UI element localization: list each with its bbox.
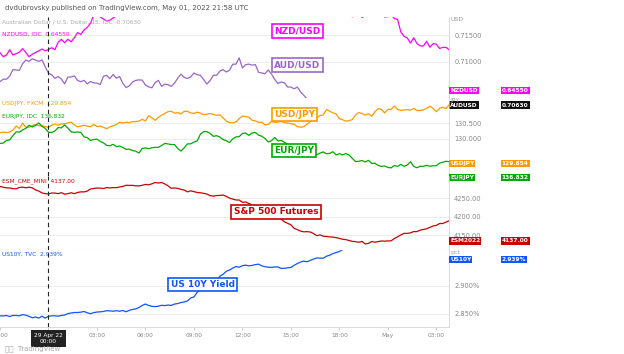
Text: USD: USD (450, 17, 464, 22)
Text: US 10Y Yield: US 10Y Yield (171, 280, 235, 289)
Text: USDJPY, FXCM  129.854: USDJPY, FXCM 129.854 (2, 101, 72, 106)
Text: USDJPY: USDJPY (450, 161, 474, 166)
Text: EURJPY, IDC  136.832: EURJPY, IDC 136.832 (2, 114, 65, 119)
Text: 136.832: 136.832 (502, 175, 529, 180)
Text: 129.854: 129.854 (502, 161, 529, 166)
Text: EUR/JPY: EUR/JPY (274, 146, 314, 155)
Text: NZD/USD: NZD/USD (274, 26, 320, 35)
Text: 4137.00: 4137.00 (502, 239, 529, 244)
Text: USD: USD (450, 176, 464, 181)
Text: 2.939%: 2.939% (502, 257, 527, 262)
Text: ESM_CME_MINI  4137.00: ESM_CME_MINI 4137.00 (2, 178, 75, 184)
Text: pct: pct (450, 250, 460, 255)
Text: JPY: JPY (450, 98, 459, 103)
Text: 0.70630: 0.70630 (502, 103, 529, 108)
Text: EURJPY: EURJPY (450, 175, 474, 180)
Text: USD/JPY: USD/JPY (274, 110, 315, 119)
Text: Australian Dollar / U.S. Dollar, 15, IDC  0.70630: Australian Dollar / U.S. Dollar, 15, IDC… (2, 19, 141, 24)
Text: US10Y: US10Y (450, 257, 471, 262)
Text: 🆃🆅  TradingView: 🆃🆅 TradingView (5, 346, 61, 352)
Text: NZDUSD: NZDUSD (450, 88, 478, 93)
Text: AUD/USD: AUD/USD (274, 61, 320, 69)
Text: dvdubrovsky published on TradingView.com, May 01, 2022 21:58 UTC: dvdubrovsky published on TradingView.com… (5, 5, 248, 11)
Text: NZDUSD, IDC  0.64550: NZDUSD, IDC 0.64550 (2, 32, 70, 37)
Text: S&P 500 Futures: S&P 500 Futures (233, 207, 318, 216)
Text: 0.64550: 0.64550 (502, 88, 529, 93)
Text: AUDUSD: AUDUSD (450, 103, 478, 108)
Text: US10Y, TVC  2.939%: US10Y, TVC 2.939% (2, 252, 63, 257)
Text: ESM2022: ESM2022 (450, 239, 480, 244)
